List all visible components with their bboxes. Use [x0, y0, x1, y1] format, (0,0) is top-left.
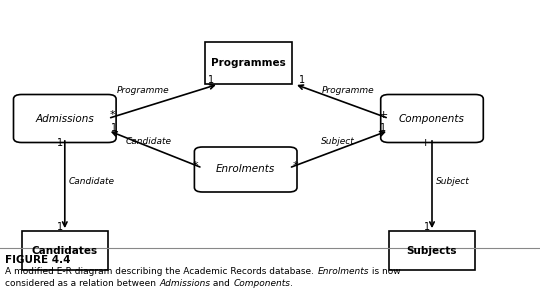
Text: 1: 1	[111, 123, 117, 133]
Text: .: .	[290, 279, 293, 288]
FancyBboxPatch shape	[14, 94, 116, 142]
Text: Candidate: Candidate	[125, 136, 172, 146]
Text: Components: Components	[399, 113, 465, 124]
Text: 1: 1	[208, 75, 214, 85]
Text: Programme: Programme	[322, 86, 375, 95]
FancyBboxPatch shape	[389, 231, 475, 270]
Text: Components: Components	[233, 279, 290, 288]
Text: *: *	[293, 161, 298, 171]
Text: Subject: Subject	[436, 177, 470, 186]
Text: considered as a relation between: considered as a relation between	[5, 279, 159, 288]
Text: 1: 1	[380, 123, 386, 133]
FancyBboxPatch shape	[22, 231, 108, 270]
Text: *: *	[110, 110, 115, 120]
Text: Enrolments: Enrolments	[216, 164, 275, 175]
Text: FIGURE 4.4: FIGURE 4.4	[5, 255, 71, 265]
Text: Candidate: Candidate	[69, 177, 115, 186]
Text: Programme: Programme	[117, 86, 170, 95]
Text: Admissions: Admissions	[36, 113, 94, 124]
Text: 1: 1	[57, 137, 63, 148]
Text: is now: is now	[369, 267, 400, 276]
FancyBboxPatch shape	[205, 42, 292, 84]
Text: Admissions: Admissions	[159, 279, 211, 288]
Text: and: and	[211, 279, 233, 288]
FancyBboxPatch shape	[194, 147, 297, 192]
Text: A modified E-R diagram describing the Academic Records database.: A modified E-R diagram describing the Ac…	[5, 267, 318, 276]
Text: *: *	[193, 161, 199, 171]
Text: Enrolments: Enrolments	[318, 267, 369, 276]
Text: Subjects: Subjects	[407, 245, 457, 256]
Text: 1: 1	[424, 221, 430, 232]
Text: 1: 1	[299, 75, 305, 85]
FancyBboxPatch shape	[381, 94, 483, 142]
Text: +: +	[379, 110, 388, 120]
Text: 1: 1	[57, 221, 63, 232]
Text: Candidates: Candidates	[32, 245, 98, 256]
Text: Subject: Subject	[321, 136, 354, 146]
Text: Programmes: Programmes	[211, 58, 286, 68]
Text: +: +	[421, 137, 430, 148]
